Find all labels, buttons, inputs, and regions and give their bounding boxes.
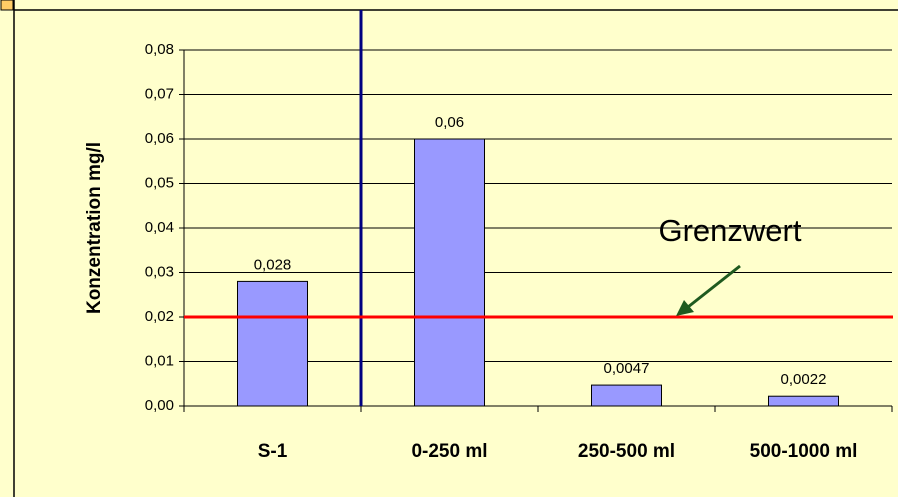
arrow-shaft [687, 264, 741, 309]
y-tick-label: 0,06 [145, 130, 174, 147]
arrow-head [676, 300, 694, 316]
y-tick-label: 0,02 [145, 308, 174, 325]
x-tick-label: S-1 [258, 441, 288, 462]
value-label: 0,028 [254, 256, 292, 273]
y-tick-label: 0,03 [145, 263, 174, 280]
bar [591, 384, 662, 407]
y-axis-title: Konzentration mg/l [84, 142, 105, 314]
y-tick-label: 0,01 [145, 352, 174, 369]
bar [768, 395, 839, 407]
corner-box [0, 0, 14, 11]
x-tick-label: 250-500 ml [578, 441, 675, 462]
value-label: 0,06 [435, 114, 464, 131]
value-label: 0,0022 [781, 371, 827, 388]
y-tick-label: 0,08 [145, 41, 174, 58]
x-tick-label: 500-1000 ml [750, 441, 858, 462]
y-tick-label: 0,07 [145, 85, 174, 102]
y-tick-label: 0,05 [145, 174, 174, 191]
x-tick-label: 0-250 ml [411, 441, 487, 462]
y-tick-label: 0,00 [145, 397, 174, 414]
threshold-label: Grenzwert [659, 213, 802, 248]
bar [237, 280, 308, 407]
y-tick-label: 0,04 [145, 219, 174, 236]
value-label: 0,0047 [604, 360, 650, 377]
bar [414, 138, 485, 407]
